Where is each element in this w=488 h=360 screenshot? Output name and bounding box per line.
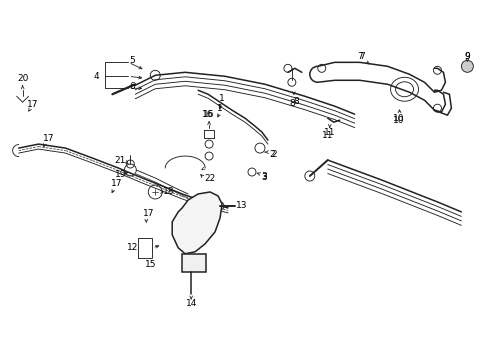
Text: 19: 19: [114, 170, 126, 179]
Text: 12: 12: [126, 243, 138, 252]
Text: 11: 11: [322, 131, 333, 140]
Text: 13: 13: [236, 202, 247, 211]
Text: 3: 3: [261, 171, 266, 180]
Text: 1: 1: [217, 104, 223, 113]
Text: 14: 14: [185, 299, 197, 308]
Text: 2: 2: [270, 149, 276, 158]
Text: 7: 7: [356, 52, 362, 61]
Text: 10: 10: [392, 116, 404, 125]
Polygon shape: [172, 192, 222, 254]
Text: 11: 11: [324, 128, 335, 137]
Text: 17: 17: [27, 100, 38, 109]
Text: 16: 16: [203, 110, 214, 119]
Text: 9: 9: [464, 52, 469, 61]
Text: 4: 4: [93, 72, 99, 81]
Polygon shape: [182, 254, 205, 272]
Text: 10: 10: [392, 114, 404, 123]
Circle shape: [461, 60, 472, 72]
Text: 2: 2: [268, 149, 274, 158]
Text: 7: 7: [358, 52, 364, 61]
Text: 6: 6: [129, 82, 135, 91]
Text: 17: 17: [142, 210, 154, 219]
Text: 22: 22: [204, 174, 215, 183]
Text: 16: 16: [202, 110, 213, 119]
Text: 8: 8: [292, 97, 298, 106]
Text: 18: 18: [162, 188, 174, 197]
Text: 21: 21: [114, 156, 126, 165]
Text: 17: 17: [110, 180, 122, 189]
Text: 8: 8: [288, 99, 294, 108]
Text: 17: 17: [43, 134, 54, 143]
Text: 20: 20: [17, 74, 28, 83]
Text: 9: 9: [464, 52, 469, 61]
Text: 1: 1: [219, 94, 224, 103]
Text: 15: 15: [144, 260, 156, 269]
Text: 3: 3: [261, 172, 266, 181]
Text: 5: 5: [129, 56, 135, 65]
